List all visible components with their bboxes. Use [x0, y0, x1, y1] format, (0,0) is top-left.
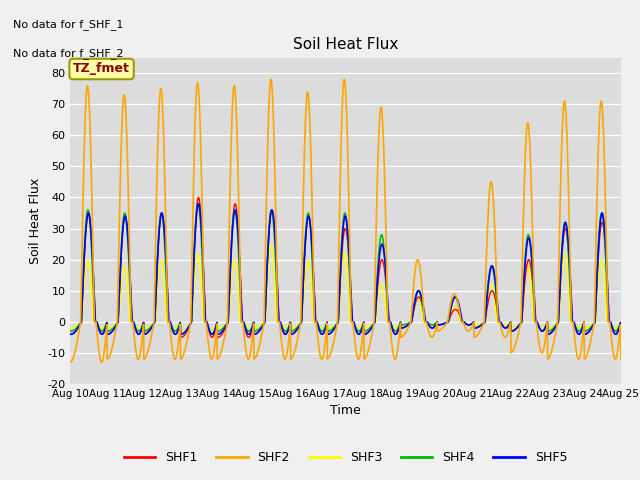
X-axis label: Time: Time — [330, 405, 361, 418]
Y-axis label: Soil Heat Flux: Soil Heat Flux — [29, 178, 42, 264]
Text: No data for f_SHF_1: No data for f_SHF_1 — [13, 19, 123, 30]
Text: No data for f_SHF_2: No data for f_SHF_2 — [13, 48, 124, 59]
Text: TZ_fmet: TZ_fmet — [73, 62, 130, 75]
Title: Soil Heat Flux: Soil Heat Flux — [293, 37, 398, 52]
Legend: SHF1, SHF2, SHF3, SHF4, SHF5: SHF1, SHF2, SHF3, SHF4, SHF5 — [119, 446, 572, 469]
